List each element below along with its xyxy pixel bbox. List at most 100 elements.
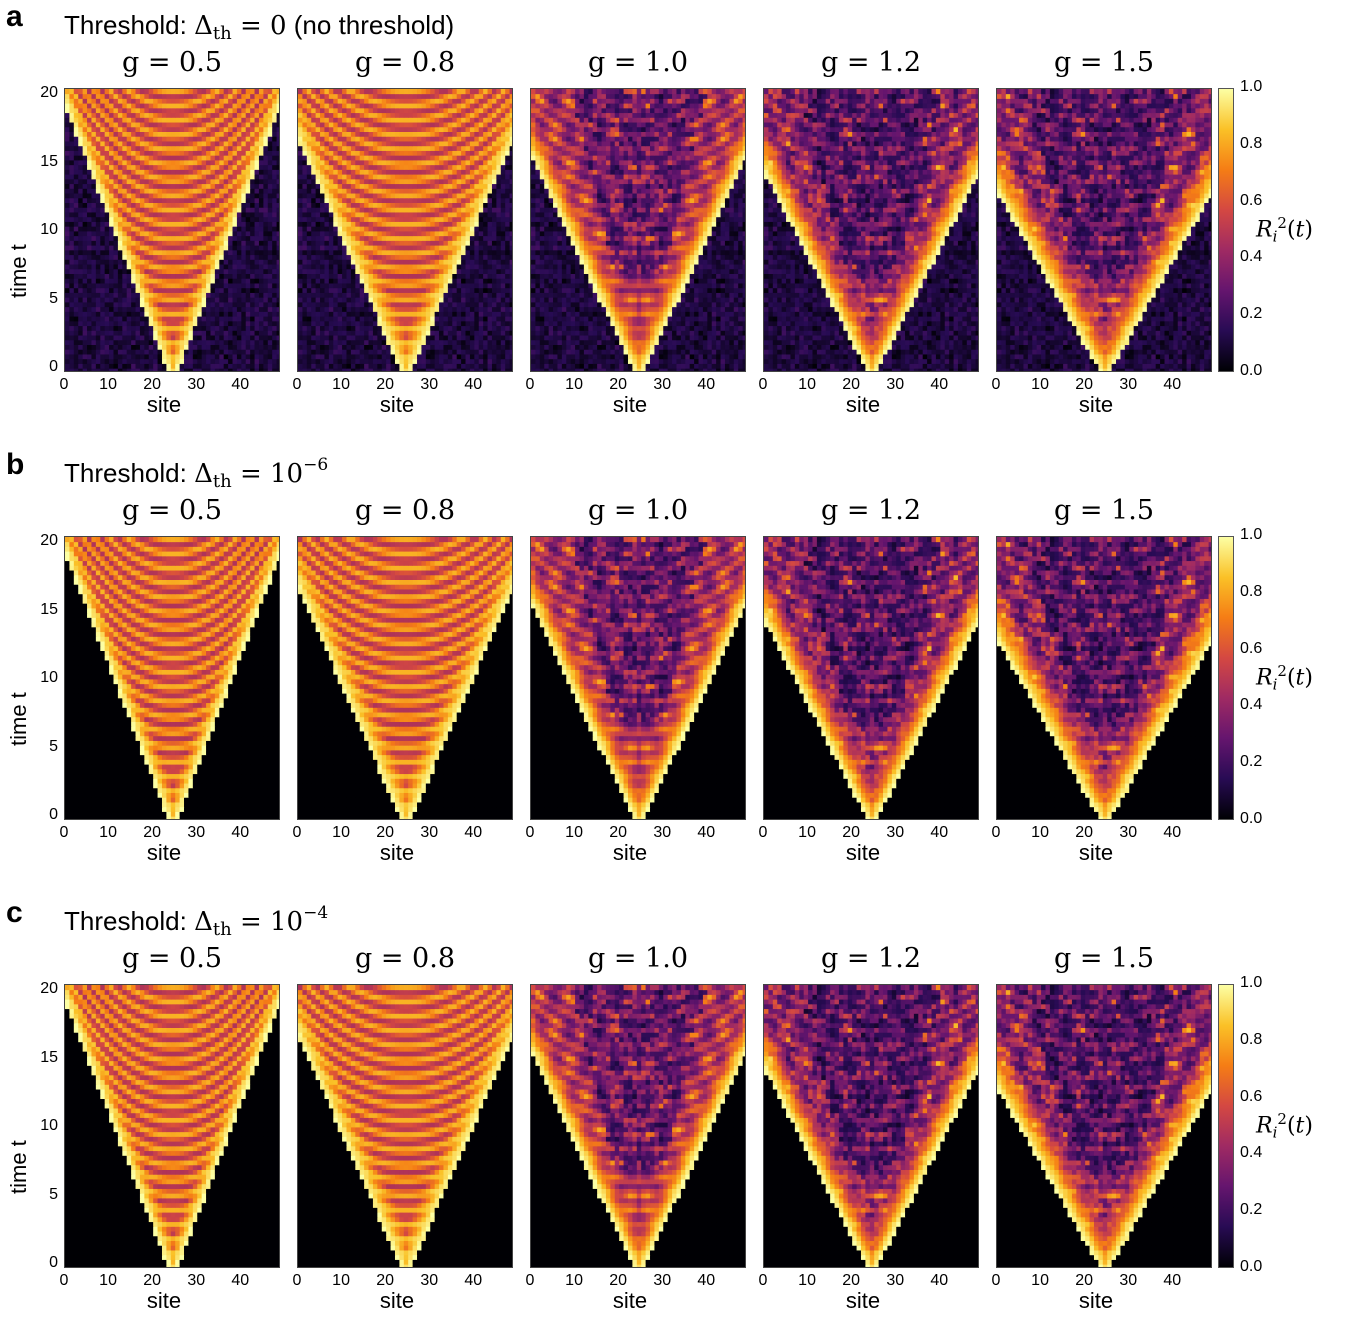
heatmap-cell <box>452 358 458 364</box>
heatmap-cell <box>443 188 449 194</box>
heatmap-cell <box>306 306 312 312</box>
heatmap-cell <box>113 226 119 232</box>
heatmap-cell <box>394 316 400 322</box>
heatmap-cell <box>78 363 84 369</box>
heatmap-cell <box>170 107 176 114</box>
heatmap-cell <box>210 188 216 194</box>
heatmap-cell <box>408 178 414 185</box>
heatmap-cell <box>263 287 269 293</box>
heatmap-cell <box>153 311 158 317</box>
heatmap-cell <box>263 268 269 274</box>
heatmap-cell <box>509 240 512 246</box>
heatmap-cell <box>346 212 352 218</box>
heatmap-cell <box>73 311 79 317</box>
heatmap-cell <box>403 226 409 232</box>
heatmap-cell <box>272 292 277 298</box>
heatmap-cell <box>175 178 181 185</box>
heatmap-cell <box>254 335 260 341</box>
heatmap-cell <box>241 136 247 142</box>
heatmap-cell <box>276 278 279 284</box>
heatmap-cell <box>139 89 145 95</box>
heatmap-cell <box>104 287 110 293</box>
heatmap-cell <box>228 240 233 246</box>
heatmap-cell <box>223 160 229 166</box>
heatmap-cell <box>505 212 510 218</box>
heatmap-cell <box>104 160 110 166</box>
heatmap-cell <box>100 316 106 322</box>
heatmap-cell <box>509 339 512 345</box>
heatmap-cell <box>412 193 418 199</box>
heatmap-cell <box>100 89 106 95</box>
heatmap-cell <box>131 335 136 341</box>
heatmap-cell <box>302 306 308 312</box>
heatmap-cell <box>399 226 405 232</box>
heatmap-cell <box>73 330 79 336</box>
heatmap-cell <box>139 178 145 185</box>
heatmap-cell <box>337 235 343 241</box>
heatmap-cell <box>166 283 172 289</box>
heatmap-cell <box>483 254 488 260</box>
heatmap-cell <box>157 287 163 293</box>
heatmap-cell <box>328 212 334 218</box>
heatmap-cell <box>272 216 277 222</box>
heatmap-cell <box>377 283 383 289</box>
heatmap-cell <box>91 112 97 118</box>
heatmap-cell <box>267 240 273 246</box>
heatmap-cell <box>390 212 396 218</box>
heatmap-cell <box>184 320 189 327</box>
heatmap-cell <box>188 93 194 99</box>
heatmap-cell <box>135 107 141 114</box>
heatmap-cell <box>223 363 229 369</box>
heatmap-cell <box>65 335 70 341</box>
heatmap-cell <box>412 183 418 189</box>
heatmap-cell <box>372 283 378 289</box>
heatmap-cell <box>483 320 488 327</box>
heatmap-cell <box>109 287 114 293</box>
heatmap-cell <box>461 283 466 289</box>
heatmap-cell <box>364 197 369 203</box>
heatmap-cell <box>166 216 172 222</box>
heatmap-cell <box>170 254 176 260</box>
heatmap-cell <box>179 169 185 175</box>
heatmap-cell <box>122 287 128 293</box>
heatmap-cell <box>465 278 471 284</box>
heatmap-cell <box>113 169 119 175</box>
heatmap-cell <box>87 358 92 364</box>
heatmap-cell <box>188 278 194 284</box>
heatmap-cell <box>491 178 497 185</box>
heatmap-cell <box>104 325 110 331</box>
heatmap-cell <box>500 363 506 369</box>
heatmap-cell <box>403 283 409 289</box>
heatmap-cell <box>73 126 79 132</box>
heatmap-cell <box>254 136 260 142</box>
heatmap-cell <box>359 226 365 232</box>
heatmap-cell <box>320 287 325 293</box>
heatmap-cell <box>346 339 352 345</box>
heatmap-cell <box>69 349 75 355</box>
heatmap-cell <box>95 89 101 95</box>
heatmap-cell <box>184 202 189 208</box>
heatmap-cell <box>399 231 405 237</box>
heatmap-cell <box>315 354 321 360</box>
heatmap-cell <box>474 368 480 371</box>
heatmap-cell <box>113 107 119 114</box>
heatmap-cell <box>197 287 203 293</box>
heatmap-cell <box>95 363 101 369</box>
heatmap-cell <box>87 368 92 371</box>
heatmap-cell <box>272 188 277 194</box>
heatmap-cell <box>267 283 273 289</box>
heatmap-cell <box>100 136 106 142</box>
heatmap-cell <box>95 212 101 218</box>
heatmap-cell <box>430 354 436 360</box>
heatmap-cell <box>109 339 114 345</box>
heatmap-cell <box>324 306 330 312</box>
heatmap-cell <box>324 178 330 185</box>
heatmap-cell <box>254 145 260 151</box>
heatmap-cell <box>328 344 334 350</box>
heatmap-cell <box>223 287 229 293</box>
heatmap-cell <box>386 216 391 222</box>
heatmap-cell <box>122 297 128 303</box>
heatmap-cell <box>342 226 347 232</box>
heatmap-cell <box>364 235 369 241</box>
heatmap-cell <box>272 89 277 95</box>
